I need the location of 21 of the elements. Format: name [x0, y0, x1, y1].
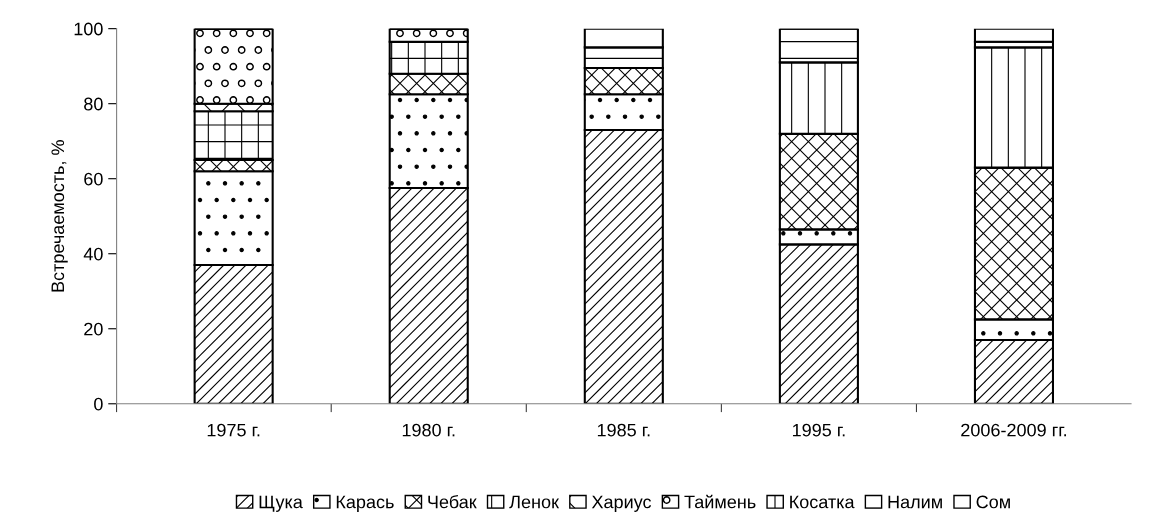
legend-label: Сом	[976, 495, 1010, 509]
legend-label: Налим	[888, 495, 942, 509]
x-tick-label: 2006-2009 гг.	[961, 423, 1066, 437]
legend-label: Таймень	[684, 494, 756, 509]
x-tick-label: 1985 г.	[597, 423, 650, 437]
y-tick-label: 40	[83, 247, 103, 261]
x-tick-label: 1975 г.	[207, 423, 260, 437]
y-axis-title: Встречаемость, %	[51, 140, 68, 292]
legend-label: Чебак	[428, 494, 477, 509]
x-tick-label: 1980 г.	[402, 423, 455, 437]
y-tick-label: 100	[74, 22, 103, 36]
y-tick-label: 60	[84, 172, 103, 186]
legend-label: Ленок	[509, 495, 560, 509]
y-tick-label: 20	[84, 322, 103, 336]
y-tick-label: 0	[94, 397, 103, 411]
legend-label: Косатка	[790, 495, 855, 509]
legend-label: Щука	[259, 495, 303, 512]
legend-label: Карась	[336, 495, 394, 512]
x-tick-label: 1995 г.	[792, 423, 845, 437]
y-tick-label: 80	[84, 97, 103, 111]
legend-label: Хариус	[591, 495, 652, 512]
